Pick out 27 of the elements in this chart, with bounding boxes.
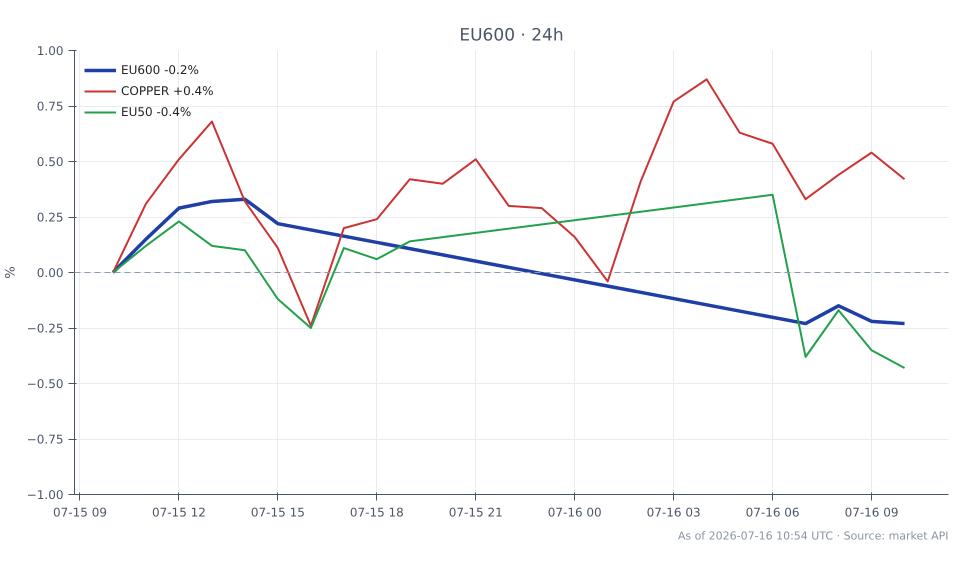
text: As of 2026-07-16 10:54 UTC · Source: market API [678, 530, 948, 542]
y-tick-label: 1.00 [36, 44, 64, 58]
line-series [112, 78, 906, 327]
legend-label: EU600 -0.2% [121, 63, 199, 77]
legend-label: EU50 -0.4% [121, 105, 192, 119]
x-tick-label: 07-15 18 [350, 506, 404, 520]
x-tick-label: 07-15 09 [53, 506, 107, 520]
y-tick-label: −0.50 [26, 377, 64, 391]
y-tick-label: 0.25 [36, 210, 64, 224]
x-tick-label: 07-15 15 [250, 506, 305, 520]
x-tick-label: 07-16 06 [746, 506, 800, 520]
y-tick-label: 0.00 [36, 266, 64, 280]
x-tick-label: 07-15 12 [152, 506, 206, 520]
y-tick-label: 0.50 [36, 155, 64, 169]
x-tick-label: 07-16 03 [646, 506, 701, 520]
x-tick-label: 07-16 09 [844, 506, 899, 520]
y-tick-label: −0.25 [26, 322, 64, 336]
y-tick-label: 0.75 [36, 100, 64, 114]
y-axis-title: % [4, 266, 19, 279]
y-tick-label: −1.00 [26, 488, 64, 502]
x-tick-label: 07-16 00 [548, 506, 602, 520]
chart-title: EU600 · 24h [459, 26, 564, 46]
y-tick-label: −0.75 [26, 432, 64, 446]
legend-label: COPPER +0.4% [121, 84, 214, 98]
x-tick-label: 07-15 21 [448, 506, 503, 520]
line-series [112, 194, 906, 369]
line-series [111, 197, 906, 326]
